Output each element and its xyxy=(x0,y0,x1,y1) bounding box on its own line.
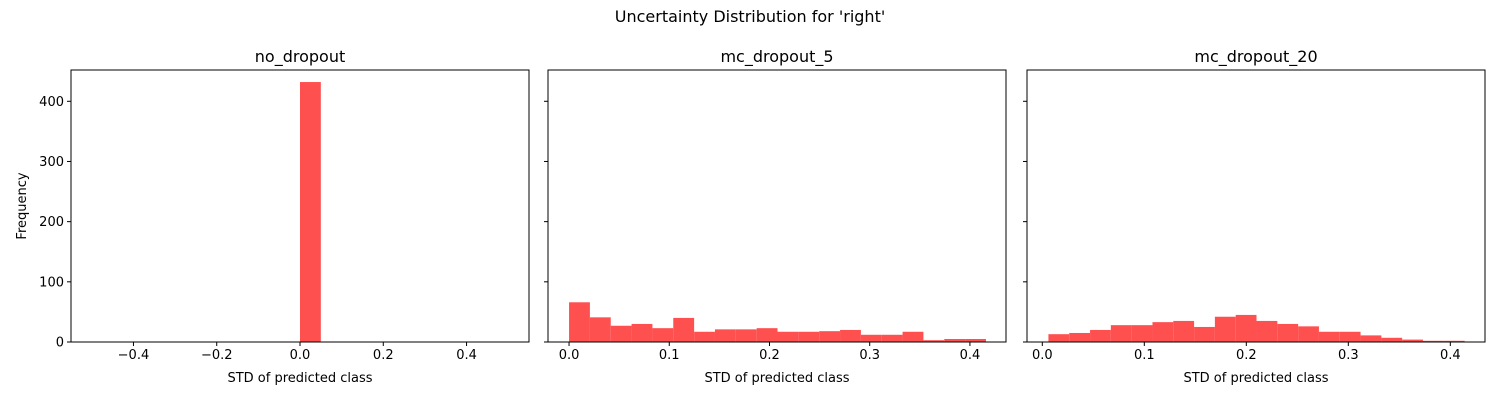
y-tick-label: 200 xyxy=(39,215,64,230)
subplot-title: mc_dropout_20 xyxy=(1194,47,1317,67)
histogram-bar xyxy=(840,329,861,342)
histogram-bar xyxy=(1277,323,1299,342)
axes-frame xyxy=(1026,69,1486,343)
histogram-bar xyxy=(756,328,778,342)
x-axis-label: STD of predicted class xyxy=(227,371,372,386)
y-tick-label: 300 xyxy=(39,155,64,170)
x-tick-label: 0.3 xyxy=(859,348,880,363)
histogram-bar xyxy=(1422,340,1444,342)
chart-panel-3: 0.0 0.1 0.2 0.3 0.4 mc_dropout_20 STD of predi… xyxy=(1023,47,1486,386)
histogram-bar xyxy=(1235,314,1257,342)
histogram-bar xyxy=(735,329,757,342)
y-axis-label: Frequency xyxy=(15,172,30,239)
x-tick-label: 0.0 xyxy=(1032,348,1053,363)
histogram-bar xyxy=(819,331,841,342)
subplot-title: no_dropout xyxy=(255,47,345,67)
x-tick-label: 0.0 xyxy=(559,348,580,363)
histogram-bar xyxy=(798,331,820,342)
histogram-bar xyxy=(1256,320,1278,342)
histogram-bar xyxy=(1214,316,1236,342)
histogram-bar xyxy=(1110,325,1132,342)
histogram-bar xyxy=(714,329,736,342)
histogram-bar xyxy=(1318,331,1340,342)
histogram-bar xyxy=(965,338,986,342)
chart-panel-1: −0.4 −0.2 0.0 0.2 0.4 0 100 200 300 400 no_dropout… xyxy=(15,47,530,386)
histogram-bar xyxy=(1443,340,1465,342)
histogram-bar xyxy=(1194,326,1215,342)
histogram-bar xyxy=(694,331,715,342)
panels: −0.4 −0.2 0.0 0.2 0.4 0 100 200 300 400 no_dropout… xyxy=(15,47,1486,386)
histogram-bar xyxy=(1090,329,1111,342)
x-tick-label: 0.2 xyxy=(759,348,780,363)
histogram-bar xyxy=(860,334,882,342)
histogram-bar xyxy=(652,328,674,342)
y-tick-label: 0 xyxy=(56,336,64,351)
histogram-bar xyxy=(902,331,924,342)
histogram-bar xyxy=(1339,331,1361,342)
histogram-bar xyxy=(1173,320,1195,342)
x-tick-label: 0.2 xyxy=(1236,348,1257,363)
histogram-bar xyxy=(944,338,966,342)
subplot-title: mc_dropout_5 xyxy=(720,47,833,67)
histogram-bar xyxy=(881,334,903,342)
x-tick-label: 0.4 xyxy=(960,348,981,363)
chart-panel-2: 0.0 0.1 0.2 0.3 0.4 mc_dropout_5 STD of predic… xyxy=(544,47,1007,386)
histogram-bar xyxy=(1360,335,1382,342)
histogram-bar xyxy=(1402,339,1423,342)
y-tick-label: 400 xyxy=(39,95,64,110)
x-tick-label: 0.0 xyxy=(290,348,311,363)
x-tick-label: 0.4 xyxy=(1440,348,1461,363)
y-tick-label: 100 xyxy=(39,275,64,290)
x-tick-label: 0.1 xyxy=(659,348,680,363)
histogram-bar xyxy=(1131,325,1153,342)
histogram-bar xyxy=(610,325,632,342)
histogram-bar xyxy=(300,82,321,342)
histogram-bar xyxy=(569,302,590,342)
histogram-bar xyxy=(1069,332,1091,342)
figure-title: Uncertainty Distribution for 'right' xyxy=(615,7,885,26)
axes-frame xyxy=(547,69,1007,343)
x-tick-label: 0.2 xyxy=(373,348,394,363)
x-tick-label: 0.3 xyxy=(1338,348,1359,363)
histogram-bar xyxy=(1152,322,1174,342)
histogram-bar xyxy=(1048,334,1070,342)
histogram-bar xyxy=(777,331,799,342)
x-tick-label: −0.2 xyxy=(201,348,233,363)
histogram-bar xyxy=(923,340,945,342)
histogram-bar xyxy=(589,317,611,342)
histogram-bar xyxy=(631,323,653,342)
x-axis-label: STD of predicted class xyxy=(1183,371,1328,386)
x-tick-label: 0.4 xyxy=(456,348,477,363)
histogram-bar xyxy=(1381,337,1403,342)
x-tick-label: −0.4 xyxy=(118,348,150,363)
x-axis-label: STD of predicted class xyxy=(704,371,849,386)
histogram-bar xyxy=(673,317,695,342)
x-tick-label: 0.1 xyxy=(1134,348,1155,363)
histogram-bar xyxy=(1298,326,1319,342)
